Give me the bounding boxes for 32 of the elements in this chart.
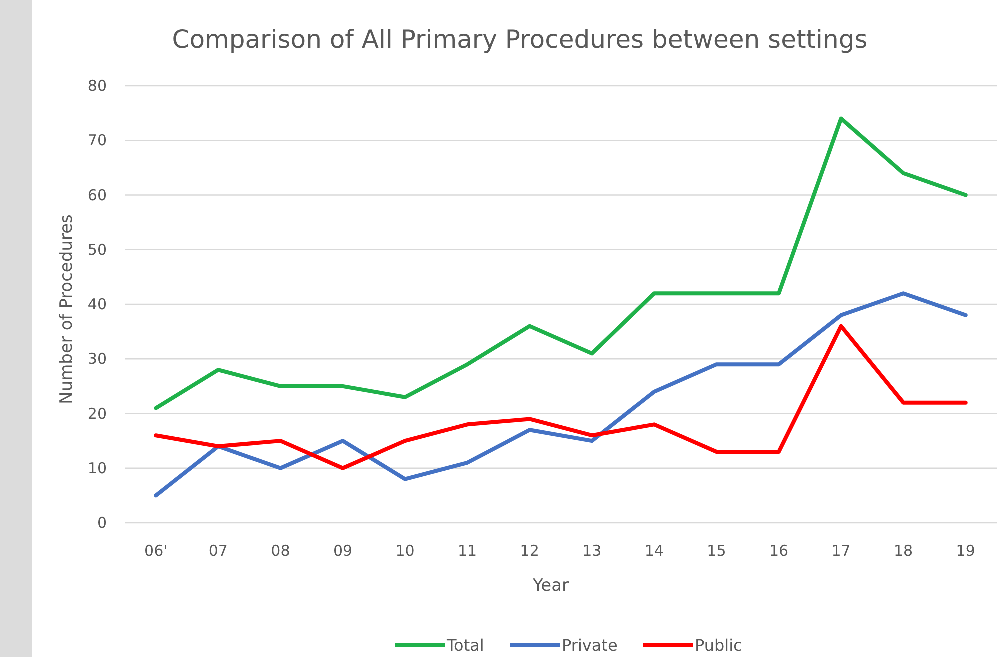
x-tick-label: 14 [644, 542, 664, 560]
x-tick-label: 12 [520, 542, 540, 560]
y-tick-label: 30 [88, 350, 107, 368]
x-tick-label: 19 [956, 542, 976, 560]
line-series [154, 292, 968, 498]
y-tick-label: 0 [97, 514, 107, 532]
x-tick-label: 06' [144, 542, 168, 560]
legend-label: Public [695, 636, 742, 655]
x-tick-label: 07 [208, 542, 228, 560]
x-tick-label: 15 [707, 542, 726, 560]
y-tick-label: 20 [88, 404, 107, 423]
x-tick-label: 13 [582, 542, 602, 560]
y-tick-label: 40 [88, 296, 107, 314]
x-tick-label: 17 [832, 542, 851, 560]
legend-label: Total [446, 636, 484, 655]
y-tick-label: 10 [88, 459, 107, 478]
x-axis-title: Year [532, 576, 570, 596]
x-tick-label: 10 [396, 542, 415, 560]
y-tick-label: 60 [88, 186, 107, 204]
x-tick-label: 11 [458, 542, 478, 560]
y-axis-title: Number of Procedures [57, 214, 77, 404]
x-tick-label: 09 [333, 542, 353, 560]
y-tick-label: 50 [88, 240, 107, 259]
x-tick-label: 08 [271, 542, 290, 560]
y-tick-label: 80 [88, 77, 107, 95]
legend-label: Private [562, 636, 618, 655]
x-tick-label: 16 [769, 542, 789, 560]
line-series [154, 116, 968, 410]
line-series [154, 324, 968, 470]
chart-title: Comparison of All Primary Procedures between settings [172, 25, 868, 54]
x-tick-label: 18 [894, 542, 914, 560]
y-tick-label: 70 [88, 132, 107, 150]
